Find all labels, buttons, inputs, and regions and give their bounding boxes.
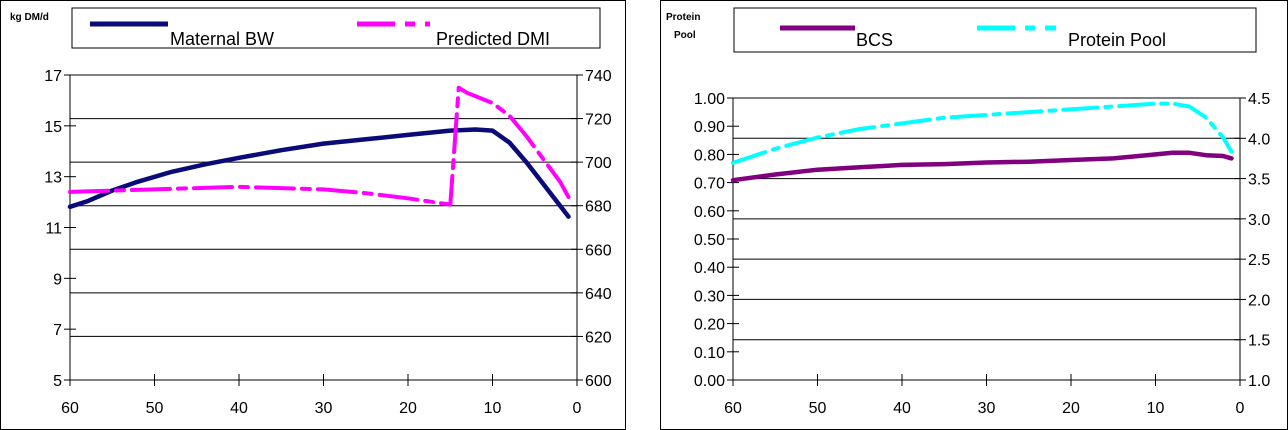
chart-right-legend-label-0: BCS <box>856 30 893 50</box>
chart-right-y-tick-label-left: 0.70 <box>694 176 725 193</box>
chart-left-y-tick-label-right: 720 <box>585 112 612 129</box>
chart-right-y-tick-label-left: 1.00 <box>694 91 725 108</box>
chart-right-y-tick-label-right: 1.0 <box>1248 373 1270 390</box>
chart-left-y-tick-label-right: 660 <box>585 242 612 259</box>
chart-right-y-tick-label-left: 0.30 <box>694 288 725 305</box>
chart-left-series-line-0 <box>67 127 571 219</box>
chart-left-y-tick-label-right: 740 <box>585 68 612 85</box>
chart-right-x-tick-label: 20 <box>1062 400 1080 417</box>
chart-left-y-tick-label-left: 7 <box>53 322 62 339</box>
chart-left-x-tick-label: 20 <box>399 400 417 417</box>
chart-right-y-tick-label-left: 0.60 <box>694 204 725 221</box>
chart-right-y-tick-label-right: 2.0 <box>1248 292 1270 309</box>
chart-right-series-line-0 <box>730 150 1234 183</box>
chart-panel-right: 0.00 0.10 0.20 0.30 0.40 0.50 0.60 0.70 0.80 0.90… <box>660 0 1288 430</box>
chart-left-y-tick-label-left: 13 <box>44 170 62 187</box>
chart-left-y-tick-label-right: 620 <box>585 329 612 346</box>
chart-left-legend-box <box>71 7 601 49</box>
chart-right-y-tick-label-right: 3.5 <box>1248 172 1270 189</box>
chart-right-y-tick-label-left: 0.20 <box>694 317 725 334</box>
chart-left-x-tick-label: 40 <box>230 400 248 417</box>
chart-right-x-tick-label: 0 <box>1236 400 1245 417</box>
chart-left-x-tick-label: 60 <box>61 400 79 417</box>
chart-right-x-tick-label: 50 <box>809 400 827 417</box>
chart-left-y-tick-label-left: 5 <box>53 373 62 390</box>
chart-right-y-tick-label-right: 2.5 <box>1248 252 1270 269</box>
chart-left-x-tick-label: 50 <box>146 400 164 417</box>
chart-right-y-tick-label-left: 0.00 <box>694 373 725 390</box>
chart-left-legend-label-1: Predicted DMI <box>436 29 550 49</box>
chart-right-y-tick-label-left: 0.40 <box>694 260 725 277</box>
chart-right-legend-label-1: Protein Pool <box>1068 30 1166 50</box>
chart-right-x-tick-label: 10 <box>1147 400 1165 417</box>
chart-svg-left: 5 7 9 11 13 15 17 600 620 640 660 680 700 720 740 60 50 4… <box>0 0 626 430</box>
chart-left-legend-label-0: Maternal BW <box>170 29 274 49</box>
chart-left-y-axis-title-left: kg DM/d <box>10 12 49 23</box>
chart-left-x-tick-label: 10 <box>484 400 502 417</box>
chart-right-x-tick-label: 40 <box>893 400 911 417</box>
chart-right-y-tick-label-left: 0.90 <box>694 119 725 136</box>
chart-left-y-tick-label-left: 11 <box>45 221 62 238</box>
chart-right-y-tick-label-right: 1.5 <box>1248 333 1270 350</box>
chart-right-y-axis-title-left: Protein Pool <box>666 12 700 41</box>
chart-right-frame <box>660 0 1288 430</box>
chart-left-y-tick-label-left: 17 <box>44 68 62 85</box>
chart-right-x-tick-label: 60 <box>724 400 742 417</box>
chart-right-y-tick-label-right: 4.5 <box>1248 91 1270 108</box>
chart-left-y-tick-label-left: 15 <box>44 119 62 136</box>
chart-right-x-tick-label: 30 <box>978 400 996 417</box>
chart-right-y-tick-label-right: 4.0 <box>1248 131 1270 148</box>
chart-right-y-tick-label-left: 0.50 <box>694 232 725 249</box>
chart-left-series-line-1 <box>68 85 571 207</box>
chart-left-y-tick-label-right: 600 <box>585 373 612 390</box>
chart-left-y-tick-label-right: 640 <box>585 286 612 303</box>
chart-left-x-tick-label: 30 <box>315 400 333 417</box>
chart-right-y-tick-label-left: 0.80 <box>694 147 725 164</box>
chart-right-y-tick-label-left: 0.10 <box>694 345 725 362</box>
chart-right-series-line-1 <box>731 101 1234 165</box>
chart-left-y-tick-label-right: 700 <box>585 155 612 172</box>
chart-left-x-tick-label: 0 <box>573 400 582 417</box>
chart-svg-right: 0.00 0.10 0.20 0.30 0.40 0.50 0.60 0.70 0.80 0.90… <box>660 0 1288 430</box>
chart-left-frame <box>0 0 626 430</box>
chart-left-y-tick-label-right: 680 <box>585 199 612 216</box>
chart-right-y-tick-label-right: 3.0 <box>1248 212 1270 229</box>
chart-left-y-tick-label-left: 9 <box>53 271 62 288</box>
chart-panel-left: 5 7 9 11 13 15 17 600 620 640 660 680 700 720 740 60 50 4… <box>0 0 626 430</box>
